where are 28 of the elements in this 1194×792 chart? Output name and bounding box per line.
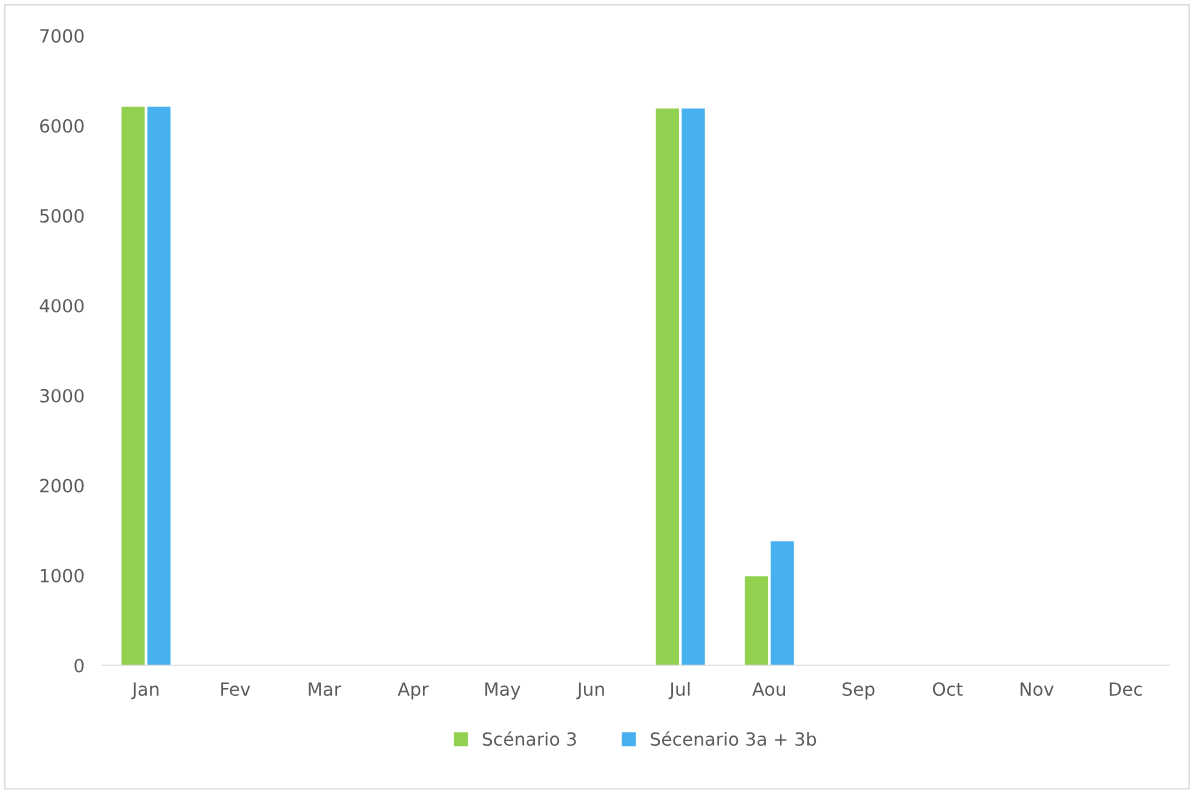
y-tick-label: 5000 [40,209,84,223]
bar [147,106,171,666]
y-tick-label: 2000 [40,478,84,493]
bar [744,576,769,666]
bar [121,106,145,666]
y-tick-label: 0 [74,658,84,673]
bar [681,108,705,666]
x-tick-label: May [485,682,521,700]
x-tick-label: Aou [752,682,786,696]
x-tick-label: Oct [932,682,963,696]
legend-label: Scénario 3 [482,731,576,746]
bar [655,108,679,666]
x-tick-label: Sep [842,682,875,700]
bar [770,541,794,666]
y-tick-label: 1000 [40,568,84,583]
x-tick-label: Fev [221,682,251,696]
y-tick-label: 6000 [40,119,84,133]
x-tick-label: Nov [1020,682,1054,696]
x-tick-label: Mar [308,682,342,696]
y-tick-label: 3000 [40,388,84,403]
y-tick-label: 4000 [39,298,84,313]
x-tick-label: Jun [576,682,604,700]
x-tick-label: Dec [1109,682,1142,696]
x-tick-label: Apr [397,682,429,700]
y-tick-label: 7000 [40,29,84,43]
x-tick-label: Jul [668,681,690,700]
x-tick-label: Jan [131,682,159,700]
legend-label: Sécenario 3a + 3b [650,731,817,746]
